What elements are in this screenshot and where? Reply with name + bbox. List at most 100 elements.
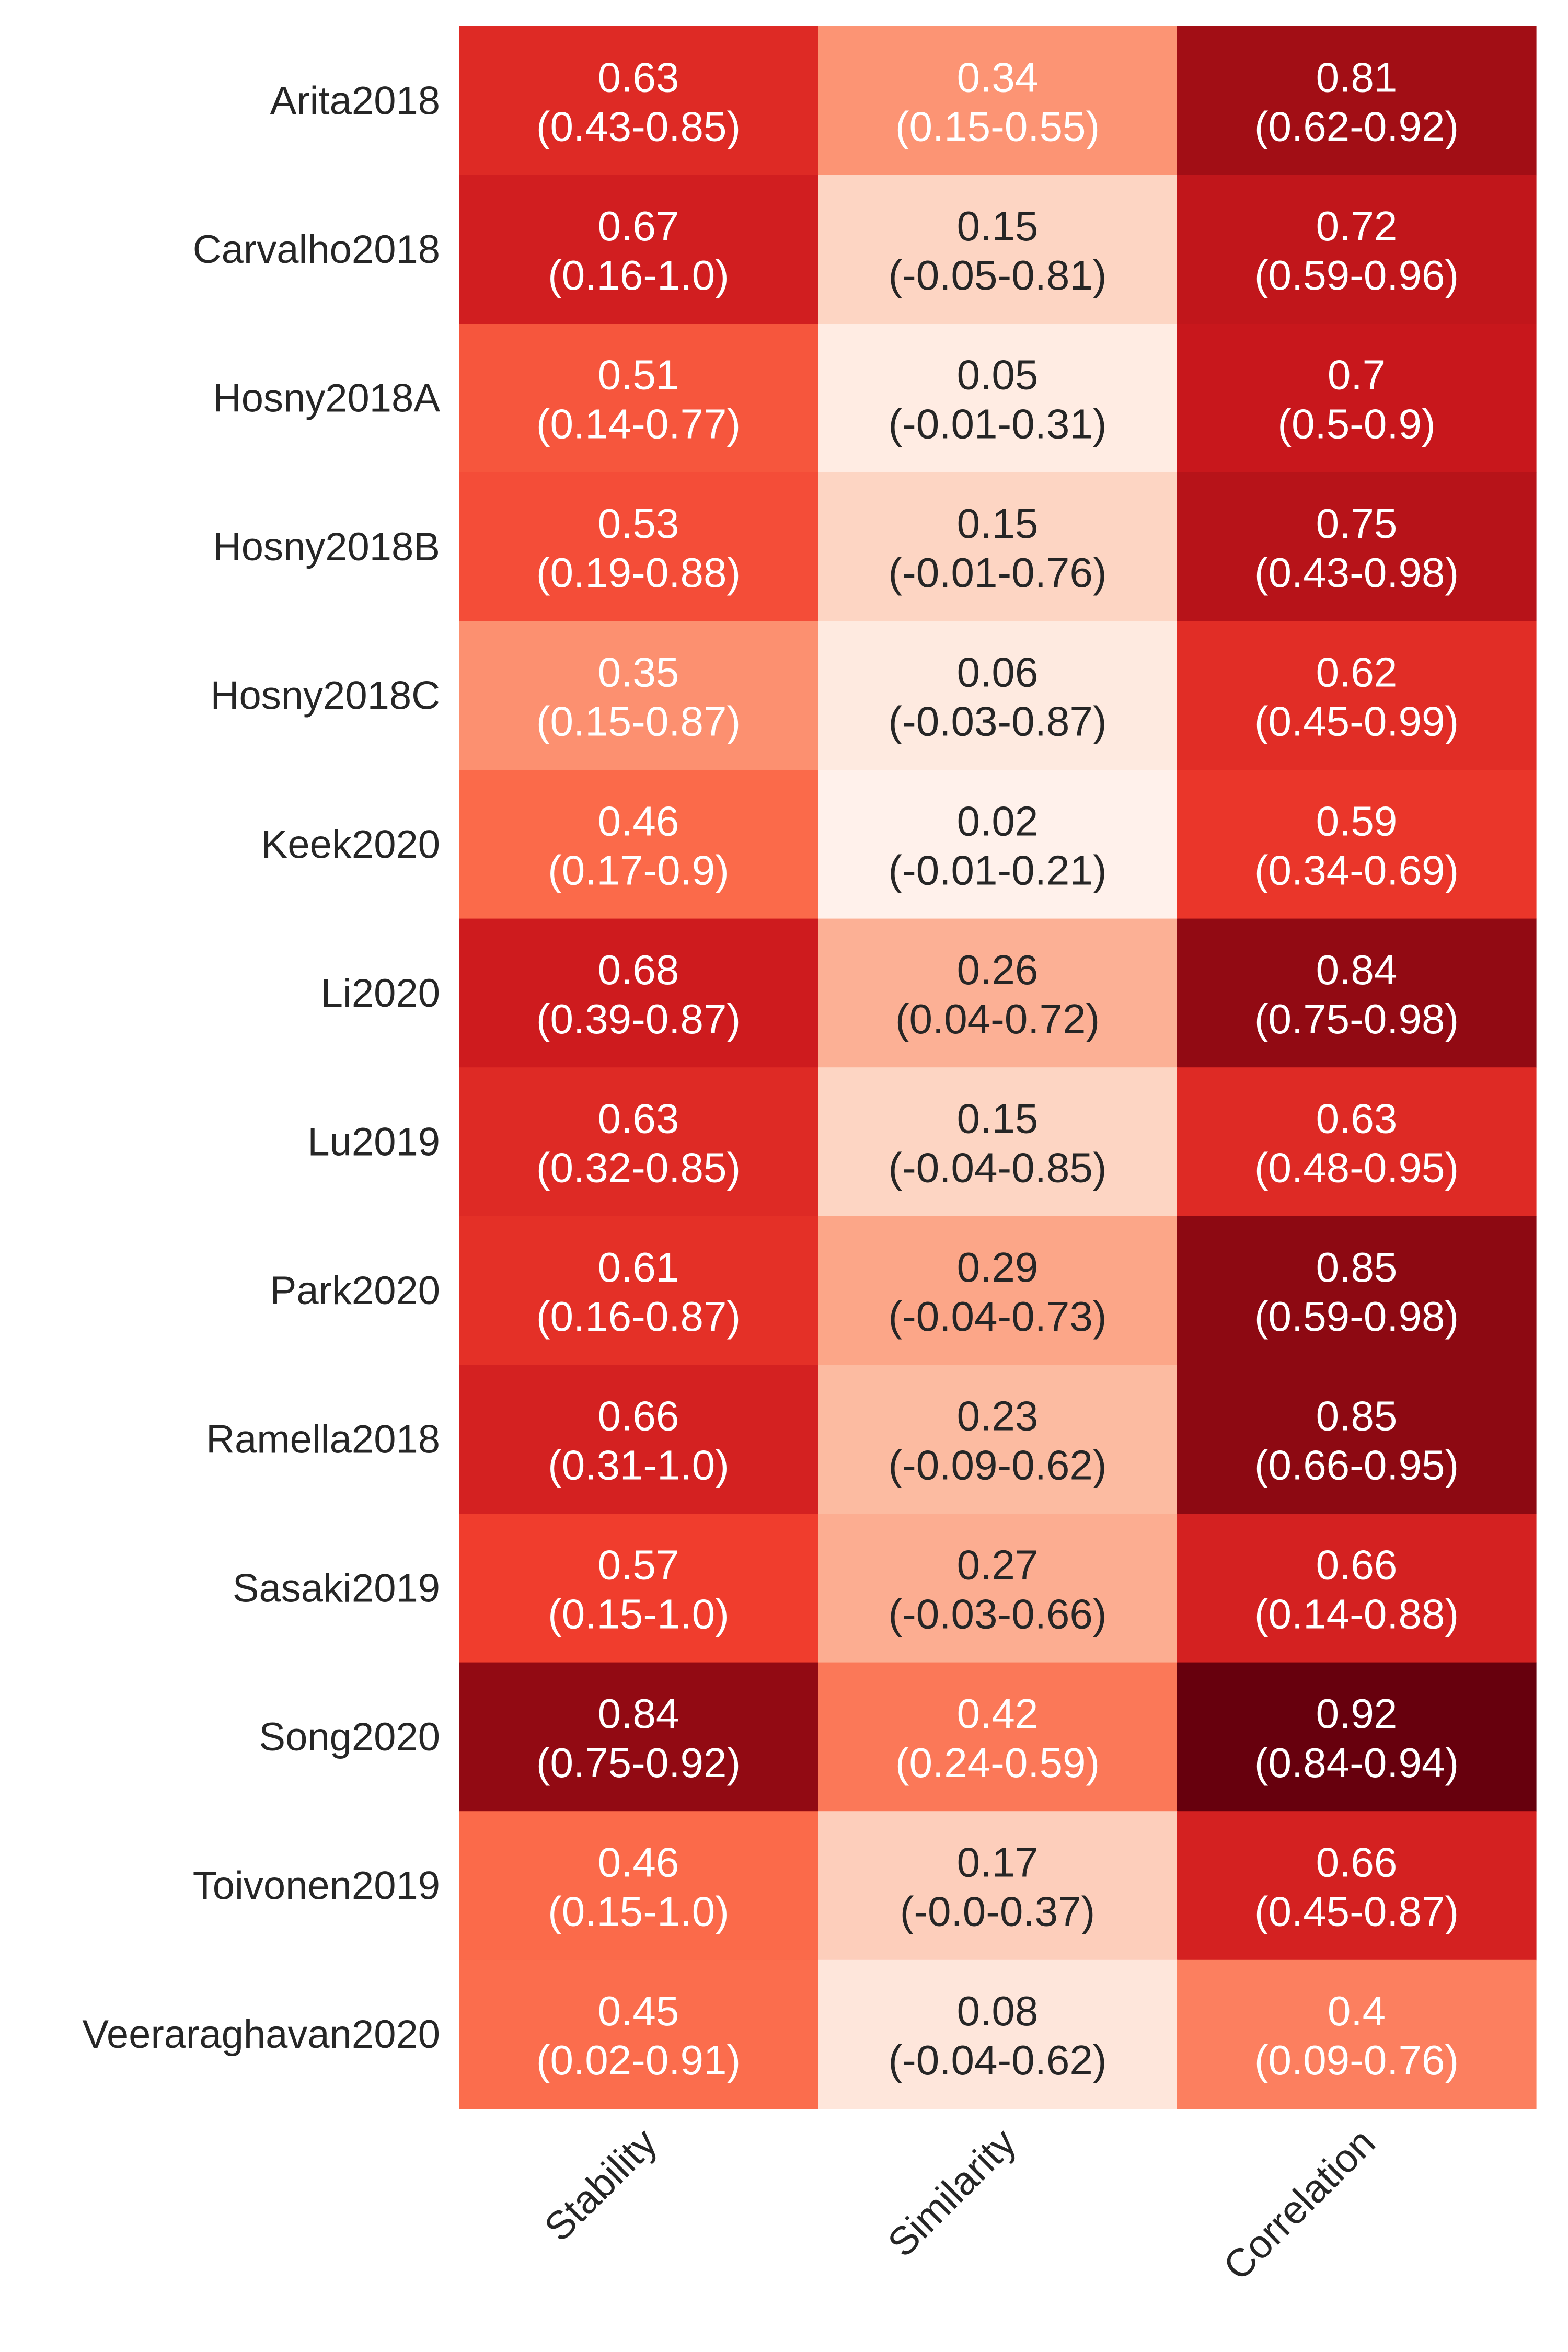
cell-interval-label: (0.59-0.98): [1254, 1293, 1459, 1340]
cell-value-label: 0.35: [598, 649, 679, 696]
cell-toivonen2019-similarity: [818, 1811, 1178, 1961]
row-label-hosny2018a: Hosny2018A: [213, 376, 440, 421]
cell-park2020-similarity: [818, 1216, 1178, 1365]
cell-interval-label: (0.32-0.85): [536, 1145, 741, 1191]
cell-lu2019-similarity: [818, 1067, 1178, 1217]
column-label-stability: Stability: [536, 2120, 665, 2250]
cell-interval-label: (0.15-1.0): [548, 1888, 729, 1935]
cell-hosny2018a-similarity: [818, 324, 1178, 473]
cell-veeraraghavan2020-similarity: [818, 1959, 1178, 2109]
cell-interval-label: (-0.04-0.62): [889, 2037, 1107, 2083]
cell-song2020-similarity: [818, 1662, 1178, 1812]
cell-value-label: 0.72: [1316, 203, 1398, 249]
cell-ramella2018-stability: [459, 1365, 818, 1514]
cell-interval-label: (0.45-0.87): [1254, 1888, 1459, 1935]
cell-hosny2018b-similarity: [818, 472, 1178, 621]
cell-sasaki2019-similarity: [818, 1514, 1178, 1663]
cell-interval-label: (0.09-0.76): [1254, 2037, 1459, 2083]
cell-value-label: 0.29: [957, 1244, 1039, 1290]
row-label-arita2018: Arita2018: [270, 78, 440, 123]
cell-veeraraghavan2020-correlation: [1177, 1959, 1537, 2109]
column-label-correlation: Correlation: [1215, 2120, 1384, 2289]
cell-arita2018-stability: [459, 26, 818, 176]
row-label-ramella2018: Ramella2018: [206, 1417, 440, 1462]
cell-value-label: 0.4: [1328, 1988, 1386, 2034]
cell-carvalho2018-stability: [459, 175, 818, 324]
cell-interval-label: (0.75-0.92): [536, 1739, 741, 1786]
cell-interval-label: (0.17-0.9): [548, 847, 729, 893]
cell-lu2019-correlation: [1177, 1067, 1537, 1217]
cell-interval-label: (0.66-0.95): [1254, 1442, 1459, 1489]
cell-carvalho2018-similarity: [818, 175, 1178, 324]
cell-value-label: 0.66: [598, 1393, 679, 1439]
cell-value-label: 0.05: [957, 352, 1039, 398]
row-label-song2020: Song2020: [259, 1715, 440, 1759]
cell-toivonen2019-stability: [459, 1811, 818, 1961]
cell-li2020-similarity: [818, 918, 1178, 1068]
cell-interval-label: (0.43-0.85): [536, 103, 741, 149]
cell-interval-label: (0.34-0.69): [1254, 847, 1459, 893]
row-label-sasaki2019: Sasaki2019: [233, 1566, 440, 1610]
cell-carvalho2018-correlation: [1177, 175, 1537, 324]
cell-lu2019-stability: [459, 1067, 818, 1217]
cell-value-label: 0.08: [957, 1988, 1039, 2034]
cell-keek2020-correlation: [1177, 770, 1537, 919]
cell-interval-label: (0.31-1.0): [548, 1442, 729, 1489]
cell-ramella2018-similarity: [818, 1365, 1178, 1514]
row-label-toivonen2019: Toivonen2019: [193, 1864, 440, 1908]
cell-value-label: 0.63: [598, 54, 679, 100]
cell-toivonen2019-correlation: [1177, 1811, 1537, 1961]
cell-value-label: 0.85: [1316, 1393, 1398, 1439]
cell-interval-label: (-0.03-0.87): [889, 698, 1107, 745]
cell-value-label: 0.7: [1328, 352, 1386, 398]
cell-value-label: 0.68: [598, 947, 679, 993]
column-label-similarity: Similarity: [879, 2120, 1024, 2265]
cell-interval-label: (-0.01-0.76): [889, 549, 1107, 596]
cell-keek2020-similarity: [818, 770, 1178, 919]
row-label-li2020: Li2020: [321, 971, 440, 1016]
cell-hosny2018c-stability: [459, 621, 818, 770]
cell-value-label: 0.17: [957, 1839, 1039, 1886]
cell-value-label: 0.59: [1316, 798, 1398, 844]
row-label-lu2019: Lu2019: [307, 1120, 440, 1165]
row-labels: Arita2018 Carvalho2018 Hosny2018A Hosny2018…: [82, 78, 440, 2057]
cell-value-label: 0.75: [1316, 500, 1398, 547]
cell-interval-label: (0.14-0.77): [536, 401, 741, 447]
cell-interval-label: (0.15-0.87): [536, 698, 741, 745]
heatmap-cells: 0.63(0.43-0.85)0.34(0.15-0.55)0.81(0.62-…: [459, 26, 1537, 2109]
cell-interval-label: (-0.0-0.37): [900, 1888, 1095, 1935]
cell-interval-label: (0.62-0.92): [1254, 103, 1459, 149]
cell-interval-label: (0.02-0.91): [536, 2037, 741, 2083]
cell-value-label: 0.61: [598, 1244, 679, 1290]
cell-li2020-stability: [459, 918, 818, 1068]
cell-park2020-stability: [459, 1216, 818, 1365]
cell-interval-label: (0.15-1.0): [548, 1590, 729, 1637]
cell-value-label: 0.34: [957, 54, 1039, 100]
cell-hosny2018b-correlation: [1177, 472, 1537, 621]
cell-value-label: 0.66: [1316, 1839, 1398, 1886]
cell-value-label: 0.62: [1316, 649, 1398, 696]
cell-interval-label: (-0.01-0.31): [889, 401, 1107, 447]
cell-interval-label: (-0.09-0.62): [889, 1442, 1107, 1489]
cell-value-label: 0.45: [598, 1988, 679, 2034]
cell-interval-label: (-0.04-0.85): [889, 1145, 1107, 1191]
cell-value-label: 0.46: [598, 798, 679, 844]
cell-arita2018-similarity: [818, 26, 1178, 176]
cell-sasaki2019-stability: [459, 1514, 818, 1663]
row-label-hosny2018b: Hosny2018B: [213, 525, 440, 569]
cell-interval-label: (0.24-0.59): [895, 1739, 1100, 1786]
cell-arita2018-correlation: [1177, 26, 1537, 176]
cell-value-label: 0.15: [957, 203, 1039, 249]
cell-veeraraghavan2020-stability: [459, 1959, 818, 2109]
cell-value-label: 0.42: [957, 1690, 1039, 1737]
cell-value-label: 0.92: [1316, 1690, 1398, 1737]
cell-hosny2018a-stability: [459, 324, 818, 473]
cell-value-label: 0.51: [598, 352, 679, 398]
cell-interval-label: (0.5-0.9): [1277, 401, 1435, 447]
cell-interval-label: (0.43-0.98): [1254, 549, 1459, 596]
row-label-veeraraghavan2020: Veeraraghavan2020: [82, 2012, 440, 2057]
cell-value-label: 0.02: [957, 798, 1039, 844]
cell-hosny2018c-similarity: [818, 621, 1178, 770]
cell-interval-label: (0.04-0.72): [895, 996, 1100, 1042]
cell-value-label: 0.57: [598, 1541, 679, 1588]
